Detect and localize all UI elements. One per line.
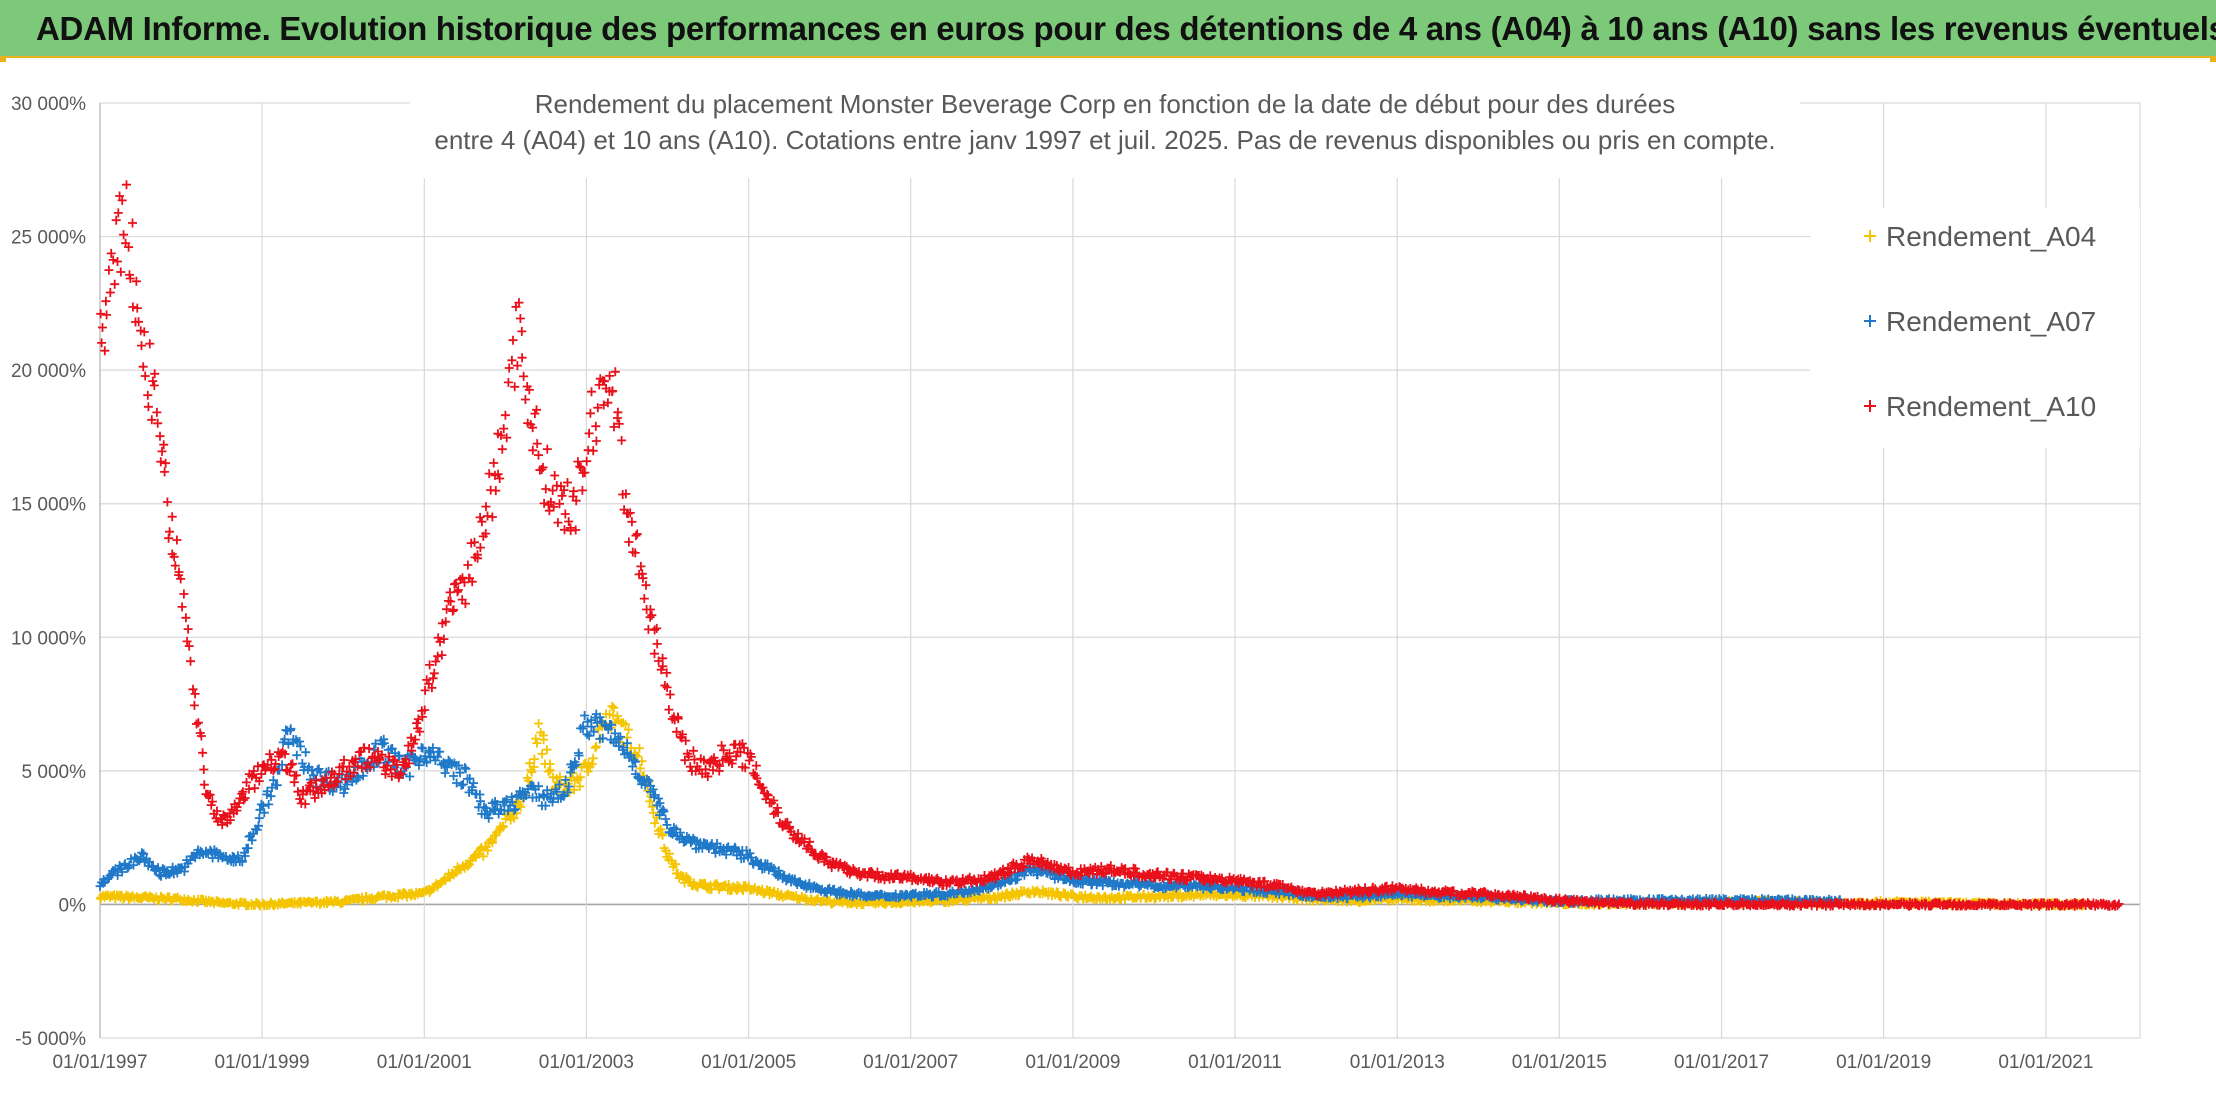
- legend-marker-rendement-a04: [1864, 230, 1876, 242]
- x-tick-label: 01/01/1999: [214, 1052, 309, 1073]
- y-tick-label: 0%: [59, 895, 87, 916]
- y-tick-label: 30 000%: [11, 94, 86, 115]
- y-tick-label: 25 000%: [11, 228, 86, 249]
- legend-label: Rendement_A07: [1886, 306, 2096, 337]
- x-tick-label: 01/01/2001: [377, 1052, 472, 1073]
- x-tick-label: 01/01/2011: [1188, 1052, 1282, 1073]
- y-tick-label: 10 000%: [11, 628, 86, 649]
- x-tick-label: 01/01/2005: [701, 1052, 796, 1073]
- legend-marker-rendement-a10: [1864, 400, 1876, 412]
- chart-title-line: Rendement du placement Monster Beverage …: [535, 89, 1675, 119]
- x-tick-label: 01/01/2017: [1674, 1052, 1769, 1073]
- legend-marker-rendement-a07: [1864, 315, 1876, 327]
- x-tick-label: 01/01/2009: [1025, 1052, 1120, 1073]
- legend-box: [1810, 208, 2140, 448]
- y-tick-label: -5 000%: [15, 1029, 86, 1050]
- series-rendement-a10: [96, 180, 2124, 911]
- x-tick-label: 01/01/2013: [1350, 1052, 1445, 1073]
- y-tick-label: 20 000%: [11, 361, 86, 382]
- data-points: [95, 180, 2124, 911]
- banner-corner-right: [2210, 56, 2216, 62]
- chart-canvas: -5 000% 0% 5 000% 10 000% 15 000% 20 000% 25 0…: [11, 68, 2141, 1073]
- legend: Rendement_A04 Rendement_A07 Rendement_A10: [1810, 208, 2140, 448]
- returns-chart: -5 000% 0% 5 000% 10 000% 15 000% 20 000% 25 0…: [0, 58, 2216, 1102]
- x-tick-label: 01/01/2003: [539, 1052, 634, 1073]
- x-tick-label: 01/01/1997: [52, 1052, 147, 1073]
- x-tick-label: 01/01/2021: [1998, 1052, 2093, 1073]
- chart-title: Rendement du placement Monster Beverage …: [410, 68, 1800, 178]
- legend-label: Rendement_A10: [1886, 391, 2096, 422]
- title-backing: [410, 68, 1800, 178]
- banner-corner-left: [0, 56, 6, 62]
- y-tick-label: 15 000%: [11, 495, 86, 516]
- x-tick-label: 01/01/2019: [1836, 1052, 1931, 1073]
- x-tick-label: 01/01/2015: [1512, 1052, 1607, 1073]
- report-banner: ADAM Informe. Evolution historique des p…: [0, 0, 2216, 58]
- axes: -5 000% 0% 5 000% 10 000% 15 000% 20 000% 25 0…: [11, 94, 2141, 1073]
- legend-label: Rendement_A04: [1886, 221, 2096, 252]
- x-tick-label: 01/01/2007: [863, 1052, 958, 1073]
- chart-title-line: entre 4 (A04) et 10 ans (A10). Cotations…: [434, 125, 1775, 155]
- y-tick-label: 5 000%: [22, 762, 87, 783]
- report-title: ADAM Informe. Evolution historique des p…: [36, 10, 2216, 47]
